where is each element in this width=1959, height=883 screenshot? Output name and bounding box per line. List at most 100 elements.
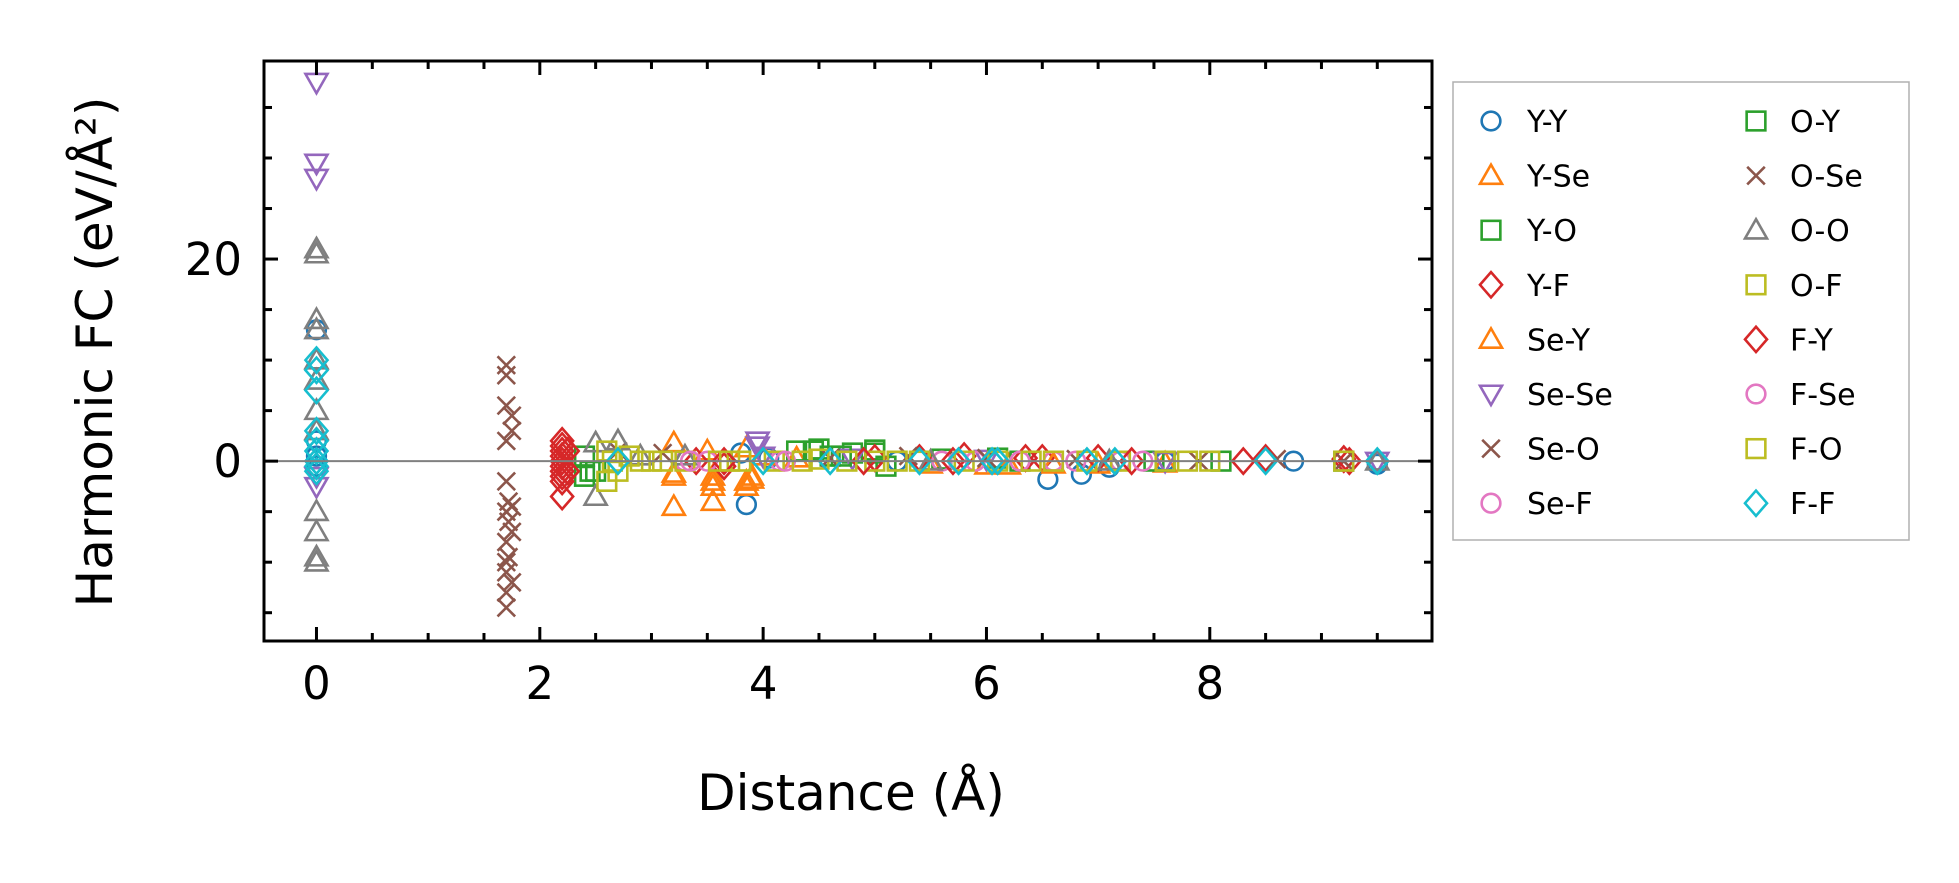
data-point <box>303 153 330 177</box>
data-point <box>502 522 522 542</box>
legend-entry: Y-F <box>1478 269 1570 304</box>
data-point <box>303 518 330 542</box>
legend-label: F-Y <box>1790 323 1834 358</box>
data-point <box>303 168 330 192</box>
data-point <box>496 582 517 603</box>
data-point <box>549 461 575 491</box>
data-point <box>940 446 966 476</box>
data-point <box>699 467 727 491</box>
data-point <box>555 436 581 466</box>
data-point <box>303 375 330 406</box>
data-point <box>995 451 1023 475</box>
data-point <box>502 405 522 426</box>
legend-marker-circle-icon <box>1480 492 1502 514</box>
legend-marker-square-icon <box>1745 110 1767 132</box>
legend-label: Y-Y <box>1526 105 1568 140</box>
series-y-y <box>305 319 1388 516</box>
data-point <box>694 437 721 461</box>
data-point <box>303 366 330 390</box>
data-point <box>496 395 517 416</box>
data-point <box>618 445 640 467</box>
data-point <box>683 446 709 476</box>
data-point <box>738 465 766 489</box>
data-point <box>699 462 727 486</box>
series-o-o <box>303 235 1391 572</box>
legend-entry: Se-F <box>1480 487 1593 522</box>
legend-marker-triangle-up-icon <box>1477 161 1505 186</box>
legend-marker-square-icon <box>1480 219 1502 241</box>
data-point <box>303 355 330 385</box>
legend-marker-diamond-icon <box>1478 270 1504 300</box>
x-tick-label: 6 <box>972 657 1001 710</box>
legend-marker-triangle-up-icon <box>1477 325 1505 349</box>
x-tick-label: 4 <box>749 657 778 710</box>
legend-label: Y-F <box>1526 269 1570 304</box>
axis-ticks <box>264 61 1432 641</box>
x-tick-label: 8 <box>1195 657 1224 710</box>
x-axis-label: Distance (Å) <box>697 764 1005 822</box>
data-point <box>1118 446 1145 476</box>
data-point <box>660 462 688 486</box>
legend-marker-circle-icon <box>1745 383 1767 405</box>
data-point <box>605 446 631 476</box>
legend-label: Se-Y <box>1527 323 1591 358</box>
legend-marker-triangle-up-icon <box>1742 216 1770 240</box>
legend-marker-triangle-down-icon <box>1477 384 1505 408</box>
data-point <box>808 448 830 470</box>
legend-marker-square-icon <box>1745 437 1767 460</box>
legend-entry: Se-Se <box>1477 378 1613 413</box>
data-point <box>945 446 972 476</box>
data-point <box>303 446 330 476</box>
data-point <box>733 467 760 491</box>
legend-label: Se-O <box>1527 433 1600 468</box>
data-point <box>303 240 330 264</box>
data-point <box>979 446 1005 476</box>
data-point <box>735 493 758 516</box>
legend-label: Se-Se <box>1527 378 1613 413</box>
y-tick-labels: 0 20 <box>185 233 242 488</box>
legend-marker-circle-icon <box>1480 110 1502 132</box>
data-point <box>1364 451 1391 475</box>
data-point <box>660 429 688 453</box>
data-point <box>549 466 575 496</box>
data-point <box>502 572 522 593</box>
data-point <box>303 235 330 259</box>
data-point <box>820 448 840 468</box>
data-point <box>1074 446 1100 476</box>
data-point <box>496 365 517 385</box>
data-point <box>303 498 330 522</box>
legend-entry: F-F <box>1743 487 1835 522</box>
data-point <box>582 482 609 507</box>
data-point <box>906 446 933 476</box>
data-point <box>699 487 727 512</box>
data-point <box>496 355 517 375</box>
data-point <box>660 492 688 517</box>
legend-marker-x-icon <box>1481 438 1501 459</box>
data-point <box>555 456 581 486</box>
legend-frame <box>1452 81 1910 541</box>
data-point <box>303 436 330 466</box>
legend-entry: Y-Y <box>1480 105 1568 140</box>
legend-label: O-O <box>1790 214 1850 249</box>
x-tick-label: 2 <box>525 657 554 710</box>
legend-entry: F-Se <box>1745 378 1856 413</box>
data-point <box>1336 446 1363 476</box>
series-se-se <box>303 72 1391 501</box>
legend-entry: Se-O <box>1481 433 1600 468</box>
legend-label: Se-F <box>1527 487 1593 522</box>
data-point <box>744 431 771 455</box>
y-tick-label: 0 <box>213 435 242 488</box>
data-point <box>1230 446 1257 476</box>
legend: Y-Y Y-Se Y-O Y-F Se-Y Se-Se Se-O Se-F O-Y O-Se O-O… <box>1452 81 1910 541</box>
data-point <box>502 421 522 441</box>
legend-entry: Se-Y <box>1477 323 1591 358</box>
data-point <box>1040 450 1067 474</box>
data-point <box>496 431 517 451</box>
plot-frame <box>262 59 1434 643</box>
legend-label: F-Se <box>1790 378 1856 413</box>
legend-entry: O-Se <box>1746 160 1863 195</box>
legend-label: O-Y <box>1790 105 1841 140</box>
legend-entry: O-F <box>1745 269 1843 304</box>
legend-marker-x-icon <box>1746 165 1766 186</box>
legend-label: O-Se <box>1790 160 1863 195</box>
